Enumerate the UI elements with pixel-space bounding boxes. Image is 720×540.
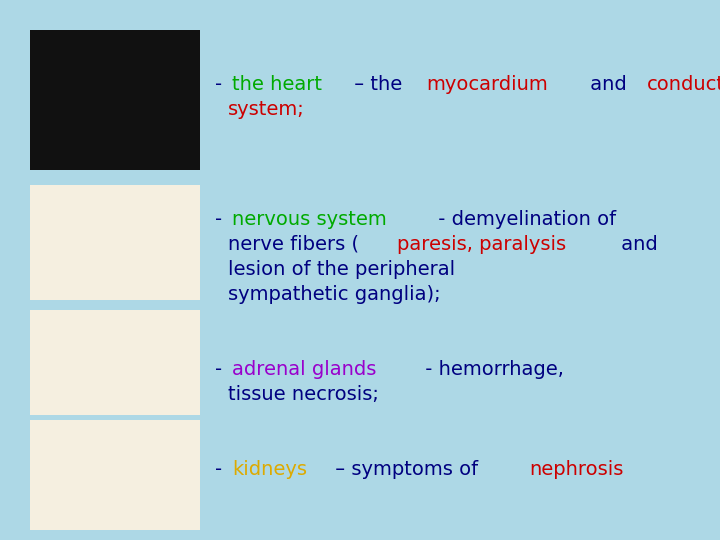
Bar: [30, 420, 200, 530]
Text: – the: – the: [348, 75, 409, 94]
Text: paresis, paralysis: paresis, paralysis: [397, 235, 566, 254]
Bar: [30, 310, 200, 415]
Text: myocardium: myocardium: [426, 75, 548, 94]
Text: the heart: the heart: [233, 75, 323, 94]
Text: adrenal glands: adrenal glands: [233, 360, 377, 379]
Text: lesion of the peripheral: lesion of the peripheral: [228, 260, 455, 279]
Text: -: -: [215, 210, 228, 229]
Bar: [30, 30, 200, 170]
Text: – symptoms of: – symptoms of: [329, 460, 485, 479]
Text: nephrosis: nephrosis: [529, 460, 624, 479]
Text: -: -: [215, 75, 228, 94]
Text: -: -: [215, 460, 228, 479]
Text: sympathetic ganglia);: sympathetic ganglia);: [228, 285, 441, 304]
Text: nerve fibers (: nerve fibers (: [228, 235, 359, 254]
Text: and: and: [583, 75, 633, 94]
Text: system;: system;: [228, 100, 305, 119]
Text: conducting: conducting: [647, 75, 720, 94]
Bar: [30, 185, 200, 300]
Text: -: -: [215, 360, 228, 379]
Text: tissue necrosis;: tissue necrosis;: [228, 385, 379, 404]
Text: - hemorrhage,: - hemorrhage,: [418, 360, 564, 379]
Text: - demyelination of: - demyelination of: [432, 210, 616, 229]
Text: kidneys: kidneys: [233, 460, 307, 479]
Text: and: and: [616, 235, 658, 254]
Text: nervous system: nervous system: [233, 210, 387, 229]
